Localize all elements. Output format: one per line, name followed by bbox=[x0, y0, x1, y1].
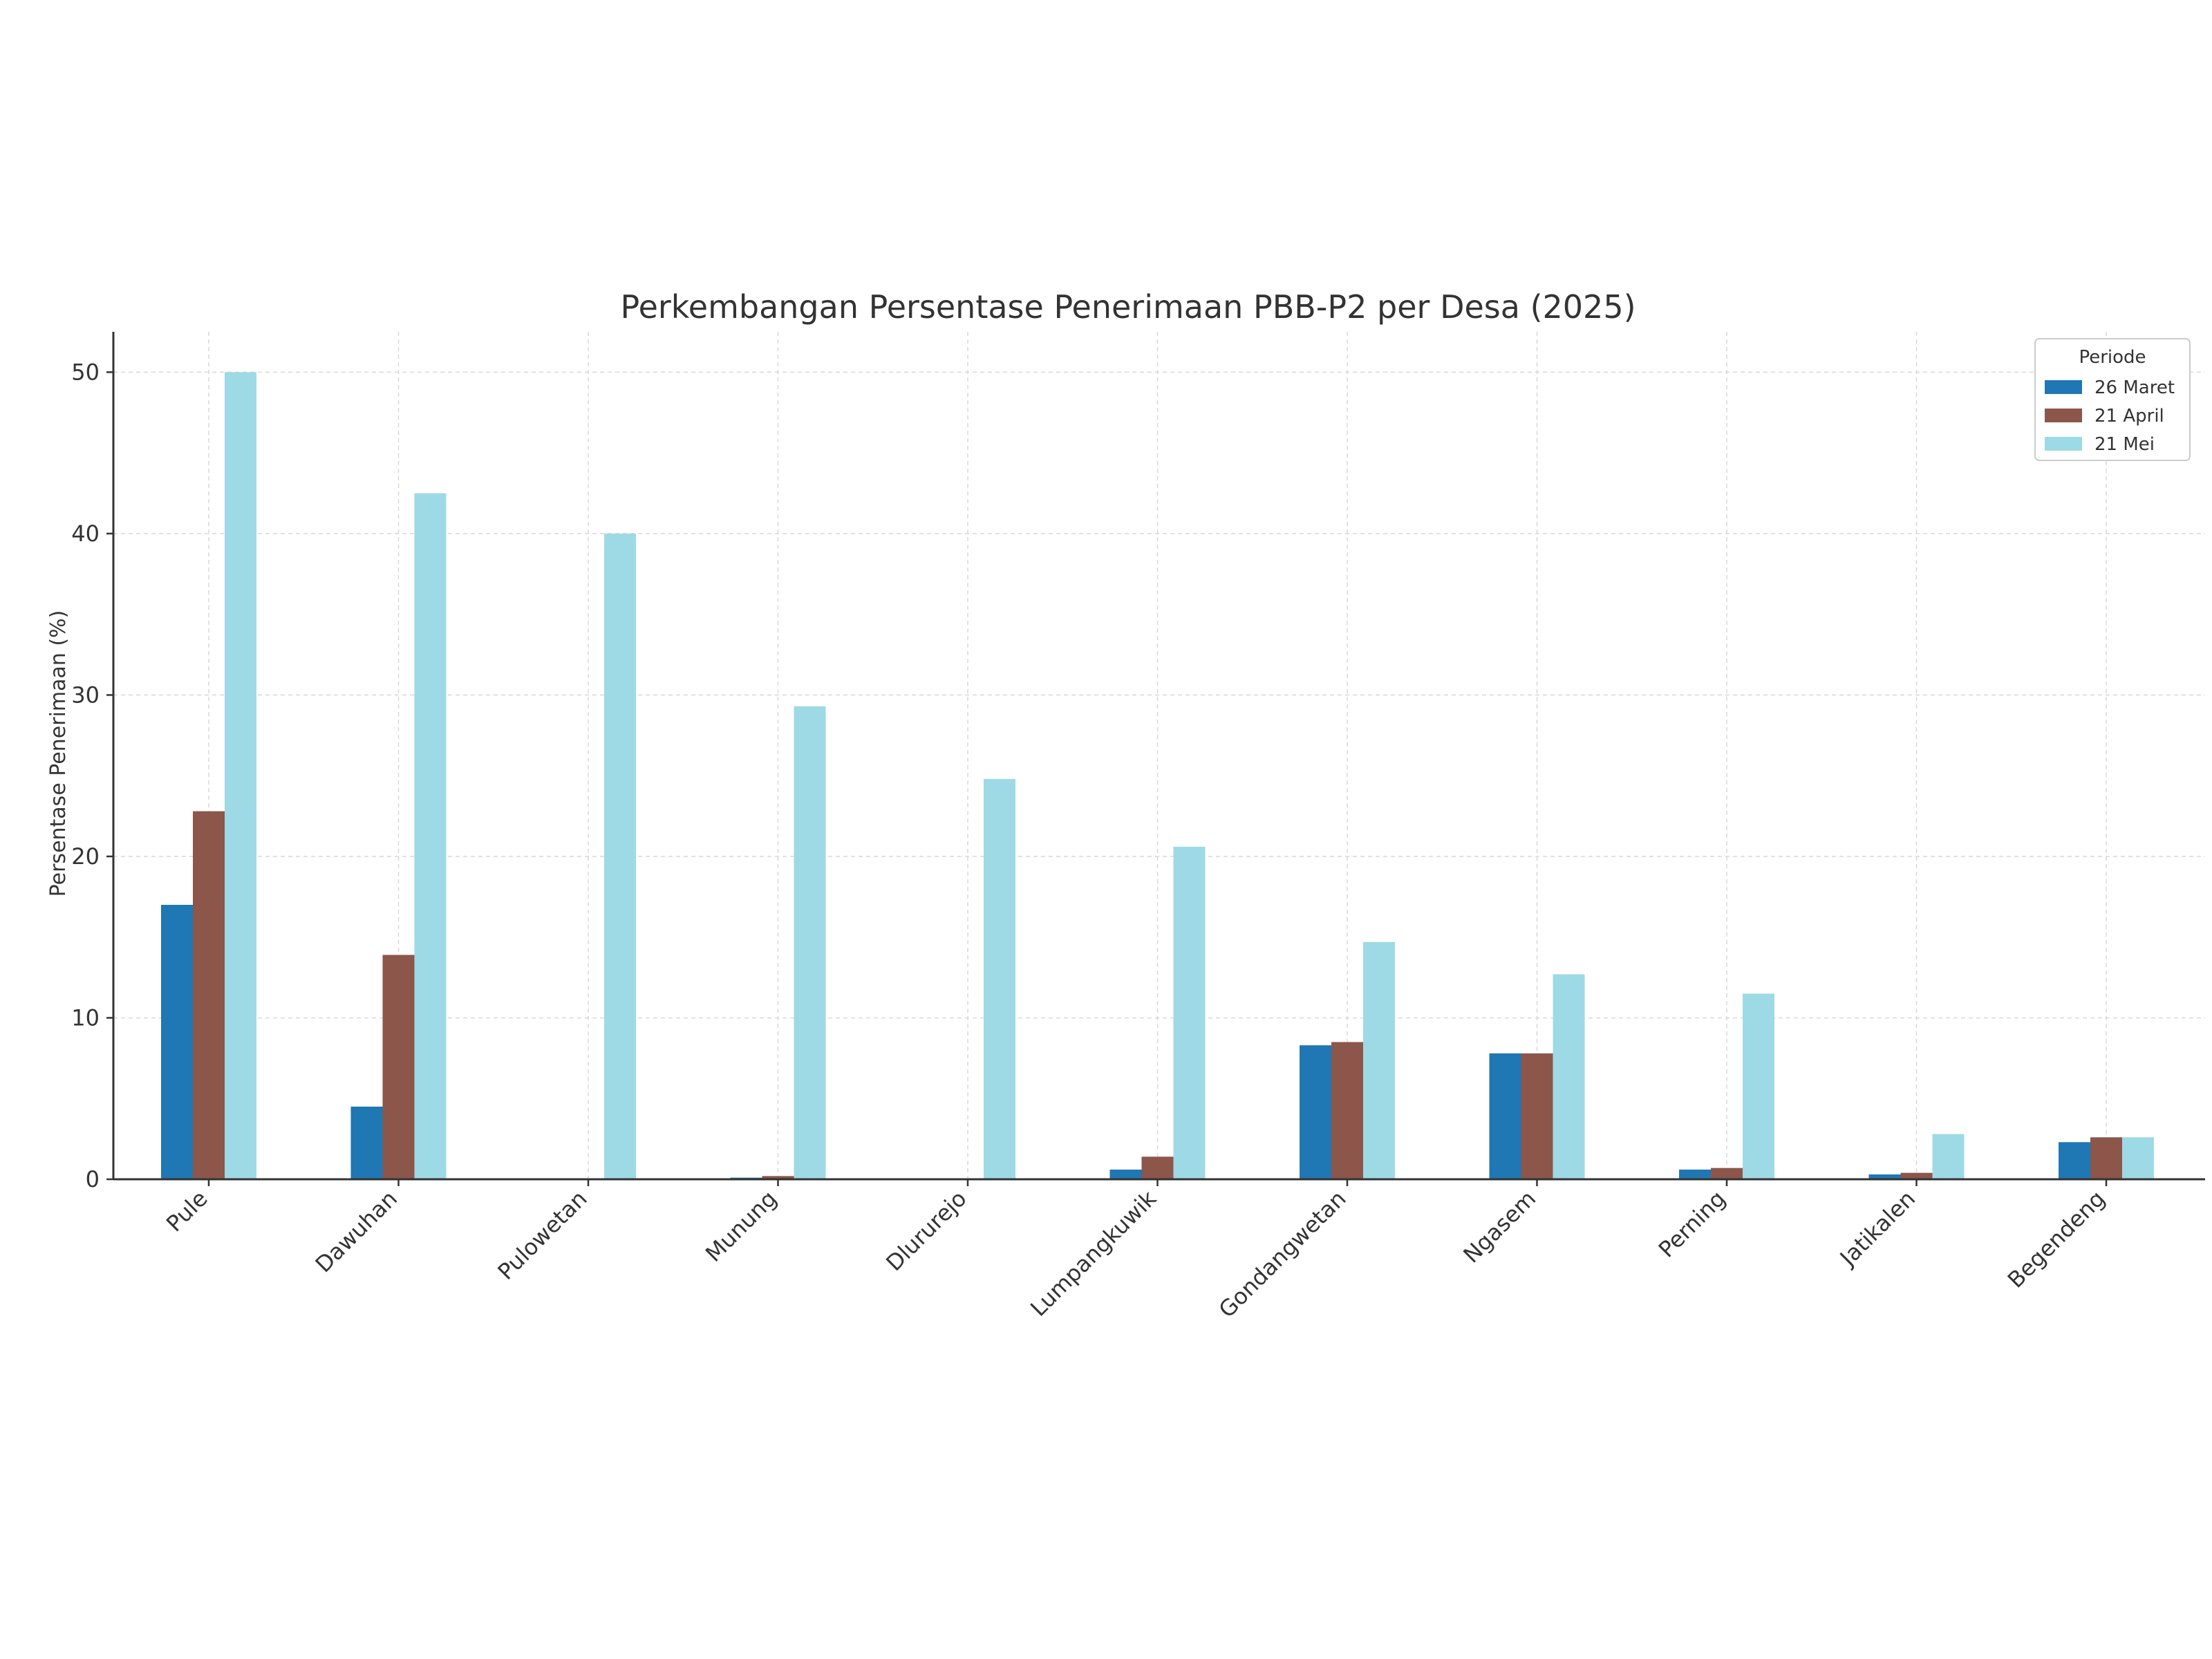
bar bbox=[1679, 1169, 1711, 1179]
x-tick-label: Lumpangkuwik bbox=[1025, 1185, 1161, 1321]
x-tick-label: Pulowetan bbox=[493, 1185, 592, 1285]
x-tick-label: Begendeng bbox=[2003, 1185, 2110, 1293]
y-tick-label: 50 bbox=[71, 359, 100, 385]
bar bbox=[1868, 1174, 1901, 1179]
legend-entry-label: 26 Maret bbox=[2094, 377, 2175, 398]
bar bbox=[414, 493, 447, 1179]
bar bbox=[604, 533, 636, 1179]
bar bbox=[1743, 993, 1774, 1179]
bar bbox=[2122, 1137, 2154, 1179]
legend-title: Periode bbox=[2079, 347, 2146, 368]
y-tick-label: 30 bbox=[71, 682, 100, 708]
chart-title: Perkembangan Persentase Penerimaan PBB-P… bbox=[620, 288, 1635, 326]
x-tick-label: Gondangwetan bbox=[1214, 1185, 1351, 1323]
x-tick-label: Dlururejo bbox=[881, 1185, 971, 1276]
bar bbox=[1521, 1053, 1553, 1179]
bar bbox=[382, 955, 415, 1179]
bar bbox=[225, 372, 256, 1179]
bar bbox=[794, 706, 826, 1179]
x-tick-label: Pule bbox=[161, 1185, 213, 1237]
bar bbox=[1711, 1168, 1743, 1179]
bar bbox=[193, 811, 225, 1179]
bar bbox=[1173, 846, 1206, 1179]
legend-frame bbox=[2034, 338, 2191, 461]
bar bbox=[1300, 1045, 1331, 1179]
bar bbox=[1900, 1172, 1933, 1179]
y-tick-label: 20 bbox=[71, 843, 100, 870]
bar bbox=[984, 778, 1015, 1179]
legend-swatch bbox=[2045, 409, 2082, 422]
x-tick-label: Perning bbox=[1653, 1185, 1731, 1263]
bar bbox=[1553, 974, 1585, 1179]
y-tick-label: 0 bbox=[86, 1166, 100, 1192]
legend-items: 26 Maret 21 April 21 Mei bbox=[2045, 377, 2175, 455]
bar bbox=[1932, 1134, 1965, 1179]
legend-entry-label: 21 Mei bbox=[2094, 434, 2155, 455]
x-tick-label: Jatikalen bbox=[1834, 1185, 1920, 1272]
bar bbox=[1489, 1053, 1521, 1179]
bar bbox=[1363, 941, 1395, 1179]
legend: Periode 26 Maret 21 April 21 Mei bbox=[2034, 338, 2191, 461]
y-tick-label: 10 bbox=[71, 1004, 100, 1031]
bar bbox=[1109, 1169, 1142, 1179]
bar bbox=[2059, 1142, 2090, 1179]
bar bbox=[2090, 1137, 2122, 1179]
bar bbox=[1331, 1042, 1363, 1179]
y-tick-label: 40 bbox=[71, 521, 100, 547]
legend-entry-label: 21 April bbox=[2094, 406, 2164, 427]
bar bbox=[161, 905, 193, 1179]
legend-swatch bbox=[2045, 437, 2082, 451]
bar bbox=[1141, 1156, 1174, 1179]
bar bbox=[762, 1176, 794, 1179]
y-axis-label: Persentase Penerimaan (%) bbox=[46, 610, 71, 897]
x-tick-label: Munung bbox=[700, 1185, 782, 1267]
x-tick-label: Ngasem bbox=[1458, 1185, 1541, 1268]
bar bbox=[350, 1106, 383, 1179]
legend-swatch bbox=[2045, 380, 2082, 394]
x-tick-label: Dawuhan bbox=[310, 1185, 403, 1278]
bars-layer bbox=[161, 372, 2154, 1179]
